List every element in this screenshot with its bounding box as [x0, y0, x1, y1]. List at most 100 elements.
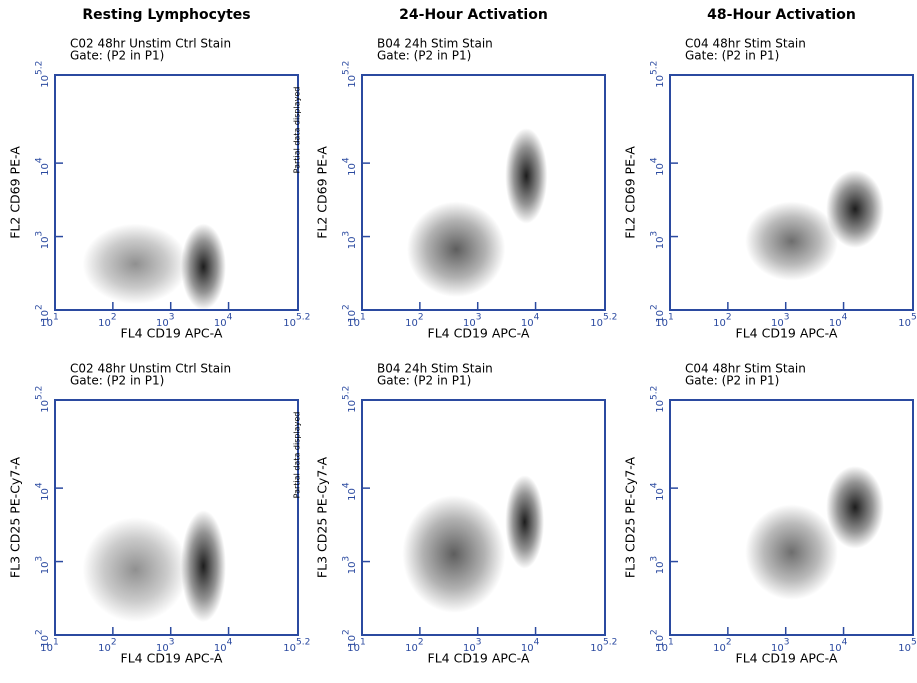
plot-frame: [361, 74, 606, 311]
y-tick-label: 10: [40, 562, 51, 575]
y-tick-label: 10: [347, 400, 358, 413]
y-tick-exponent: 3: [35, 556, 45, 562]
y-tick-exponent: 3: [650, 231, 660, 237]
sample-label: C02 48hr Unstim Ctrl Stain: [70, 362, 231, 376]
x-tick-label: 10: [521, 643, 534, 654]
x-tick-exponent: 4: [842, 313, 848, 323]
y-tick-label: 10: [655, 163, 666, 176]
column-title: Resting Lymphocytes: [82, 7, 250, 23]
population: [505, 128, 548, 224]
x-tick-exponent: 5.2: [296, 313, 310, 323]
y-tick-label: 10: [655, 75, 666, 88]
gate-label: Gate: (P2 in P1): [685, 374, 779, 388]
x-tick-exponent: 4: [227, 313, 233, 323]
column-title: 48-Hour Activation: [707, 7, 856, 23]
y-tick-label: 10: [347, 75, 358, 88]
x-tick-exponent: 2: [111, 313, 117, 323]
y-tick-exponent: 5.2: [342, 61, 352, 75]
x-tick-exponent: 2: [418, 313, 424, 323]
y-tick-exponent: 4: [342, 157, 352, 163]
x-tick-label: 10: [156, 643, 169, 654]
y-axis-label: FL2 CD69 PE-A: [315, 146, 330, 239]
plot-frame: [361, 399, 606, 636]
y-tick-exponent: 3: [650, 556, 660, 562]
sample-label: B04 24h Stim Stain: [377, 37, 493, 51]
x-tick-exponent: 3: [169, 313, 175, 323]
x-tick-exponent: 2: [726, 638, 732, 648]
x-tick-exponent: 3: [476, 313, 482, 323]
sample-label: C02 48hr Unstim Ctrl Stain: [70, 37, 231, 51]
sample-label: C04 48hr Stim Stain: [685, 362, 806, 376]
x-tick-label: 10: [405, 643, 418, 654]
y-tick-exponent: 3: [342, 556, 352, 562]
x-tick-label: 10: [829, 318, 842, 329]
y-tick-label: 10: [40, 237, 51, 250]
y-tick-label: 10: [40, 400, 51, 413]
y-tick-label: 10: [655, 488, 666, 501]
population: [407, 201, 506, 298]
x-tick-label: 10: [347, 643, 360, 654]
population: [826, 466, 885, 549]
x-tick-exponent: 3: [476, 638, 482, 648]
y-tick-label: 10: [40, 163, 51, 176]
y-tick-exponent: 5.2: [650, 61, 660, 75]
y-tick-exponent: 2: [35, 629, 45, 635]
y-tick-exponent: 5.2: [650, 386, 660, 400]
x-tick-exponent: 5.2: [603, 638, 617, 648]
x-tick-exponent: 1: [360, 313, 366, 323]
y-tick-label: 10: [347, 237, 358, 250]
y-axis-label: FL3 CD25 PE-Cy7-A: [623, 456, 638, 578]
x-tick-exponent: 2: [418, 638, 424, 648]
y-tick-label: 10: [347, 310, 358, 323]
y-tick-exponent: 4: [35, 157, 45, 163]
x-tick-label: 10: [898, 318, 911, 329]
x-tick-exponent: 1: [360, 638, 366, 648]
x-tick-exponent: 4: [227, 638, 233, 648]
y-tick-label: 10: [40, 488, 51, 501]
x-tick-exponent: 3: [169, 638, 175, 648]
x-tick-label: 10: [898, 643, 911, 654]
x-tick-label: 10: [713, 318, 726, 329]
x-tick-exponent: 4: [534, 638, 540, 648]
y-tick-exponent: 2: [342, 304, 352, 310]
gate-label: Gate: (P2 in P1): [377, 49, 471, 63]
y-tick-label: 10: [655, 562, 666, 575]
x-tick-label: 10: [463, 318, 476, 329]
y-tick-exponent: 4: [35, 482, 45, 488]
y-tick-exponent: 2: [342, 629, 352, 635]
gate-label: Gate: (P2 in P1): [70, 49, 164, 63]
x-tick-label: 10: [156, 318, 169, 329]
x-axis-label: FL4 CD19 APC-A: [121, 651, 223, 666]
x-tick-label: 10: [283, 318, 296, 329]
x-tick-exponent: 1: [53, 313, 59, 323]
x-tick-exponent: 2: [111, 638, 117, 648]
y-tick-exponent: 4: [650, 482, 660, 488]
y-tick-exponent: 2: [35, 304, 45, 310]
population: [826, 170, 885, 248]
population: [82, 223, 189, 305]
y-tick-exponent: 5.2: [35, 61, 45, 75]
x-tick-label: 10: [98, 318, 111, 329]
y-tick-exponent: 4: [650, 157, 660, 163]
column-title: 24-Hour Activation: [399, 7, 548, 23]
y-axis-label: FL3 CD25 PE-Cy7-A: [315, 456, 330, 578]
x-tick-exponent: 3: [784, 313, 790, 323]
x-tick-label: 10: [347, 318, 360, 329]
y-tick-exponent: 4: [342, 482, 352, 488]
x-axis-label: FL4 CD19 APC-A: [428, 326, 530, 341]
gate-label: Gate: (P2 in P1): [70, 374, 164, 388]
y-tick-label: 10: [655, 310, 666, 323]
y-tick-label: 10: [347, 163, 358, 176]
plot-frame: [54, 399, 299, 636]
y-tick-label: 10: [347, 562, 358, 575]
x-axis-label: FL4 CD19 APC-A: [121, 326, 223, 341]
x-tick-label: 10: [40, 318, 53, 329]
population: [82, 517, 189, 623]
x-tick-label: 10: [655, 643, 668, 654]
x-tick-label: 10: [521, 318, 534, 329]
population: [745, 504, 838, 600]
x-tick-label: 10: [771, 318, 784, 329]
note: Partial data displayed: [293, 412, 302, 499]
y-tick-label: 10: [40, 310, 51, 323]
